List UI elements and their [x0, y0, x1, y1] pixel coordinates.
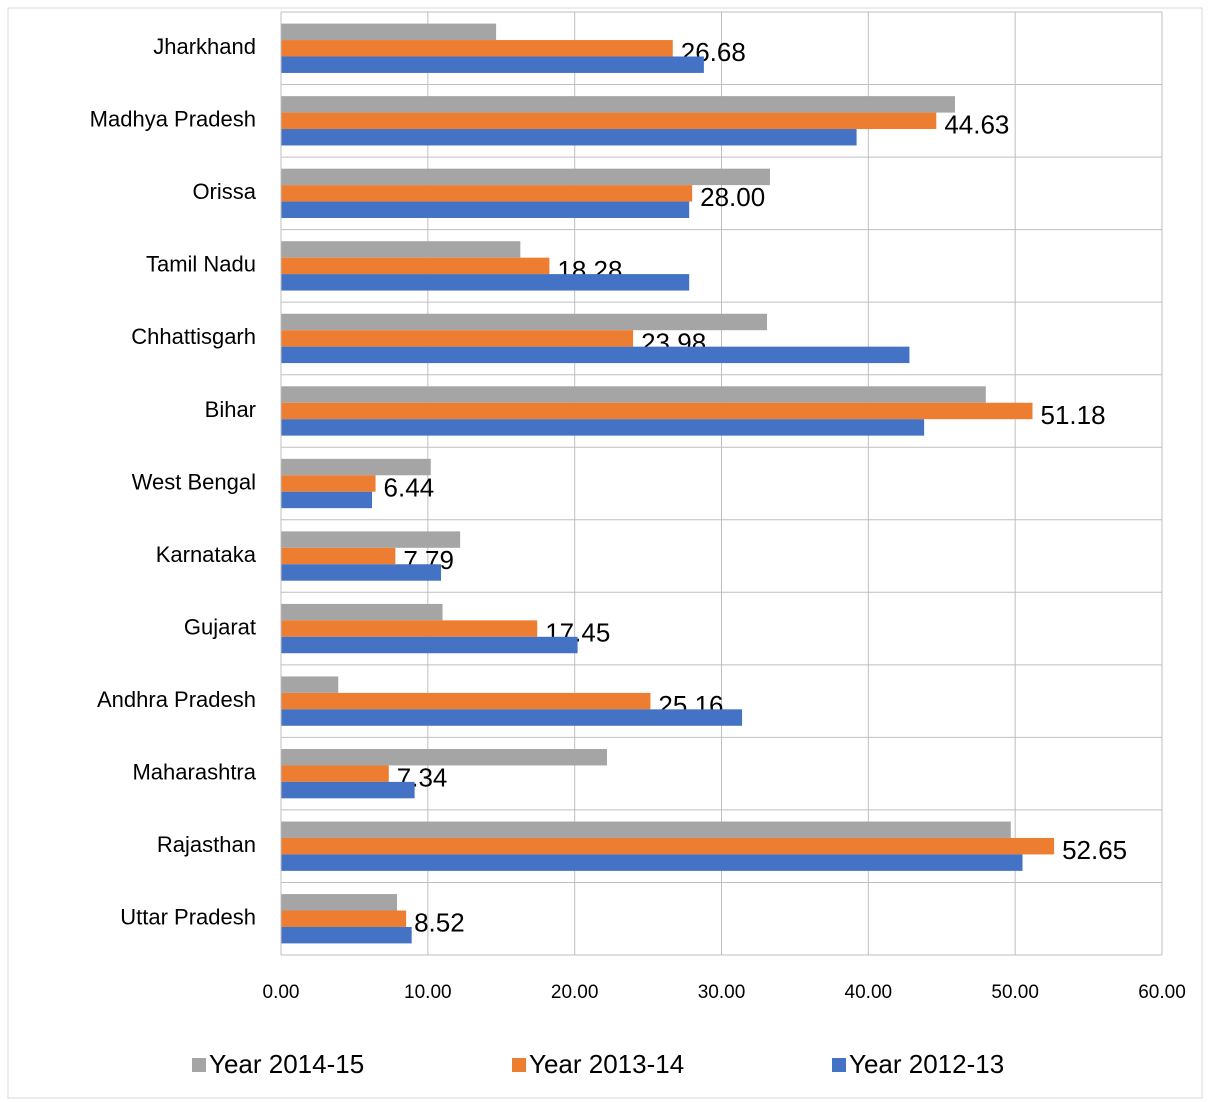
y-tick-label: Bihar: [205, 397, 256, 422]
bar: [281, 692, 651, 710]
bar: [281, 821, 1011, 838]
bar: [281, 475, 376, 492]
data-label: 8.52: [414, 908, 465, 938]
bar: [281, 709, 743, 726]
bar: [281, 854, 1023, 871]
x-tick-label: 40.00: [845, 982, 893, 1003]
y-tick-label: Gujarat: [184, 614, 256, 639]
legend-swatch: [512, 1058, 526, 1072]
bar: [281, 168, 770, 186]
y-tick-label: Orissa: [192, 179, 256, 204]
x-tick-label: 30.00: [698, 982, 746, 1003]
bar: [281, 185, 693, 202]
data-label: 52.65: [1062, 835, 1127, 865]
bar: [281, 23, 497, 41]
y-tick-label: Rajasthan: [157, 832, 256, 857]
bar: [281, 620, 538, 637]
bar: [281, 274, 690, 291]
x-tick-label: 20.00: [551, 982, 599, 1003]
x-tick-label: 10.00: [404, 982, 452, 1003]
data-label: 44.63: [944, 110, 1009, 140]
y-tick-label: Karnataka: [156, 542, 257, 567]
bar: [281, 241, 521, 258]
legend-swatch: [832, 1058, 846, 1072]
y-tick-label: Uttar Pradesh: [120, 905, 256, 930]
x-tick-label: 0.00: [263, 982, 300, 1003]
y-tick-label: Chhattisgarh: [131, 324, 256, 349]
bar: [281, 603, 443, 621]
bar: [281, 402, 1033, 420]
y-tick-label: Andhra Pradesh: [97, 687, 256, 712]
bar: [281, 458, 431, 476]
bar: [281, 676, 339, 693]
bar: [281, 547, 396, 565]
bar: [281, 765, 389, 782]
bar: [281, 201, 690, 219]
bar: [281, 96, 955, 113]
x-tick-label: 60.00: [1138, 982, 1186, 1003]
y-tick-label: Tamil Nadu: [146, 252, 256, 277]
bar: [281, 257, 550, 275]
bar: [281, 837, 1055, 855]
bar: [281, 910, 407, 927]
data-label: 51.18: [1040, 400, 1105, 430]
y-tick-label: Madhya Pradesh: [90, 107, 256, 132]
bar: [281, 636, 578, 654]
legend-label: Year 2012-13: [849, 1049, 1004, 1079]
legend-swatch: [192, 1058, 206, 1072]
legend-label: Year 2013-14: [529, 1049, 684, 1079]
bar: [281, 926, 412, 944]
bar: [281, 330, 634, 347]
bar: [281, 491, 373, 509]
data-label: 28.00: [700, 182, 765, 212]
x-tick-label: 50.00: [991, 982, 1039, 1003]
y-tick-label: Maharashtra: [132, 759, 256, 784]
bar: [281, 781, 415, 799]
bar: [281, 346, 910, 364]
y-tick-label: West Bengal: [132, 469, 256, 494]
y-tick-label: Jharkhand: [153, 34, 256, 59]
bar: [281, 564, 442, 581]
legend-label: Year 2014-15: [209, 1049, 364, 1079]
bar: [281, 748, 607, 766]
bar: [281, 112, 937, 130]
bar: [281, 56, 704, 73]
bar: [281, 40, 673, 57]
bar: [281, 386, 986, 403]
bar: [281, 894, 397, 911]
bar: [281, 129, 857, 146]
bar: [281, 531, 461, 548]
bar: [281, 313, 768, 331]
bar: [281, 419, 925, 436]
data-label: 6.44: [384, 472, 435, 502]
